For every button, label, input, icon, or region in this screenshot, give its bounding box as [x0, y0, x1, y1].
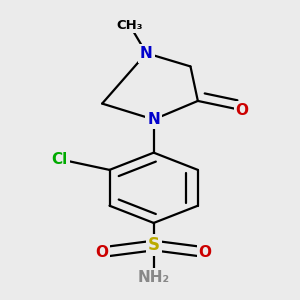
Text: O: O — [96, 244, 109, 260]
Text: Cl: Cl — [52, 152, 68, 167]
Text: N: N — [140, 46, 153, 61]
Text: NH₂: NH₂ — [138, 270, 170, 285]
Text: S: S — [148, 236, 160, 254]
Text: CH₃: CH₃ — [116, 19, 143, 32]
Text: O: O — [236, 103, 248, 118]
Text: O: O — [199, 244, 212, 260]
Text: N: N — [147, 112, 160, 127]
